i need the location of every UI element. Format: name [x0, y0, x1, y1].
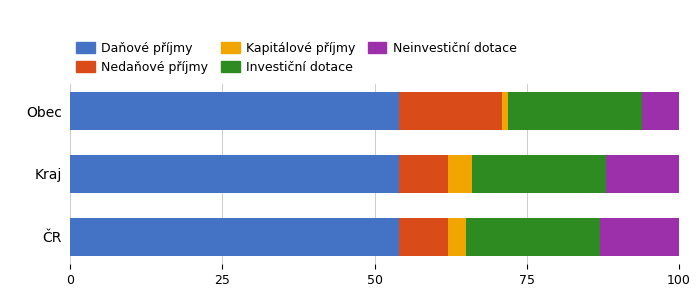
Bar: [600, 218, 679, 256]
Bar: [70, 155, 399, 193]
Bar: [399, 218, 447, 256]
Bar: [472, 155, 606, 193]
Bar: [447, 155, 472, 193]
Bar: [508, 92, 643, 130]
Bar: [70, 218, 399, 256]
Bar: [503, 92, 508, 130]
Bar: [643, 92, 679, 130]
Bar: [70, 92, 399, 130]
Bar: [466, 218, 600, 256]
Bar: [447, 218, 466, 256]
Legend: Daňové příjmy, Nedaňové příjmy, Kapitálové příjmy, Investiční dotace, Neinvestič: Daňové příjmy, Nedaňové příjmy, Kapitálo…: [76, 42, 517, 74]
Bar: [399, 155, 447, 193]
Bar: [606, 155, 679, 193]
Bar: [399, 92, 503, 130]
